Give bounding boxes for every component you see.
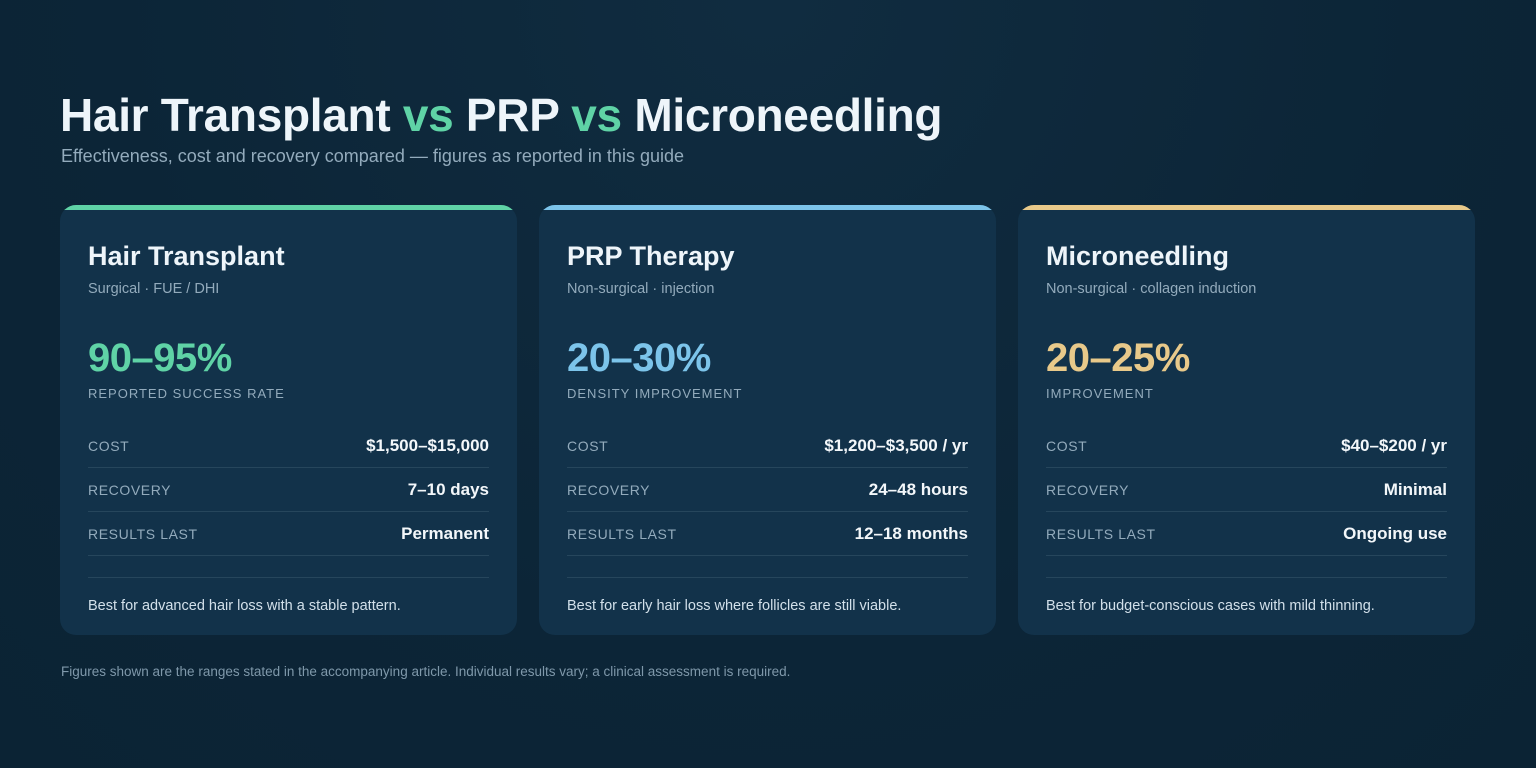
card-metric-label: IMPROVEMENT — [1046, 386, 1154, 401]
stat-value: 24–48 hours — [868, 479, 968, 499]
card-subtitle: Non-surgical · collagen induction — [1046, 281, 1257, 297]
stat-value: Minimal — [1383, 479, 1447, 499]
stat-row-recovery: RECOVERY 7–10 days — [88, 468, 489, 512]
card-accent-bar — [1018, 205, 1475, 210]
stat-value: 7–10 days — [407, 479, 489, 499]
stat-label: RESULTS LAST — [567, 525, 677, 542]
stat-value: Ongoing use — [1343, 523, 1447, 543]
stat-label: RESULTS LAST — [88, 525, 198, 542]
card-title: Hair Transplant — [88, 241, 285, 271]
footnote: Figures shown are the ranges stated in t… — [61, 664, 791, 679]
card-divider — [1046, 577, 1447, 578]
card-stats: COST $1,500–$15,000 RECOVERY 7–10 days R… — [88, 424, 489, 556]
stat-label: RECOVERY — [1046, 481, 1130, 498]
card-accent-bar — [539, 205, 996, 210]
card-metric: 20–30% — [567, 336, 711, 380]
card-subtitle: Non-surgical · injection — [567, 281, 715, 297]
title-part-prp: PRP — [465, 89, 559, 141]
card-prp-therapy: PRP Therapy Non-surgical · injection 20–… — [539, 205, 996, 635]
stat-row-cost: COST $40–$200 / yr — [1046, 424, 1447, 468]
stat-row-results-last: RESULTS LAST 12–18 months — [567, 512, 968, 556]
card-best-for: Best for advanced hair loss with a stabl… — [88, 598, 401, 614]
title-vs-2: vs — [571, 89, 622, 141]
card-metric-label: DENSITY IMPROVEMENT — [567, 386, 743, 401]
title-vs-1: vs — [402, 89, 454, 141]
stat-row-cost: COST $1,500–$15,000 — [88, 424, 489, 468]
stat-row-results-last: RESULTS LAST Permanent — [88, 512, 489, 556]
card-grid: Hair Transplant Surgical · FUE / DHI 90–… — [60, 205, 1476, 635]
card-divider — [567, 577, 968, 578]
title-part-microneedling: Microneedling — [634, 89, 943, 141]
card-best-for: Best for early hair loss where follicles… — [567, 598, 902, 614]
stat-label: RESULTS LAST — [1046, 525, 1156, 542]
card-stats: COST $40–$200 / yr RECOVERY Minimal RESU… — [1046, 424, 1447, 556]
page-title: Hair Transplant vs PRP vs Microneedling — [60, 88, 943, 142]
stat-row-results-last: RESULTS LAST Ongoing use — [1046, 512, 1447, 556]
stat-value: $1,200–$3,500 / yr — [824, 435, 968, 455]
card-divider — [88, 577, 489, 578]
stat-label: COST — [88, 437, 130, 454]
stat-row-cost: COST $1,200–$3,500 / yr — [567, 424, 968, 468]
card-title: Microneedling — [1046, 241, 1230, 271]
stat-row-recovery: RECOVERY 24–48 hours — [567, 468, 968, 512]
card-metric: 20–25% — [1046, 336, 1190, 380]
stat-label: COST — [1046, 437, 1088, 454]
card-best-for: Best for budget-conscious cases with mil… — [1046, 598, 1375, 614]
stat-label: RECOVERY — [567, 481, 651, 498]
stat-value: 12–18 months — [854, 523, 968, 543]
stat-value: $40–$200 / yr — [1341, 435, 1447, 455]
card-metric-label: REPORTED SUCCESS RATE — [88, 386, 285, 401]
card-microneedling: Microneedling Non-surgical · collagen in… — [1018, 205, 1475, 635]
page-subtitle: Effectiveness, cost and recovery compare… — [61, 146, 684, 166]
card-accent-bar — [60, 205, 517, 210]
card-hair-transplant: Hair Transplant Surgical · FUE / DHI 90–… — [60, 205, 517, 635]
stat-value: Permanent — [401, 523, 489, 543]
stat-row-recovery: RECOVERY Minimal — [1046, 468, 1447, 512]
stat-label: COST — [567, 437, 609, 454]
card-metric: 90–95% — [88, 336, 232, 380]
stat-value: $1,500–$15,000 — [366, 435, 489, 455]
card-subtitle: Surgical · FUE / DHI — [88, 281, 220, 297]
card-stats: COST $1,200–$3,500 / yr RECOVERY 24–48 h… — [567, 424, 968, 556]
card-title: PRP Therapy — [567, 241, 735, 271]
stat-label: RECOVERY — [88, 481, 172, 498]
title-part-transplant: Hair Transplant — [60, 89, 391, 141]
